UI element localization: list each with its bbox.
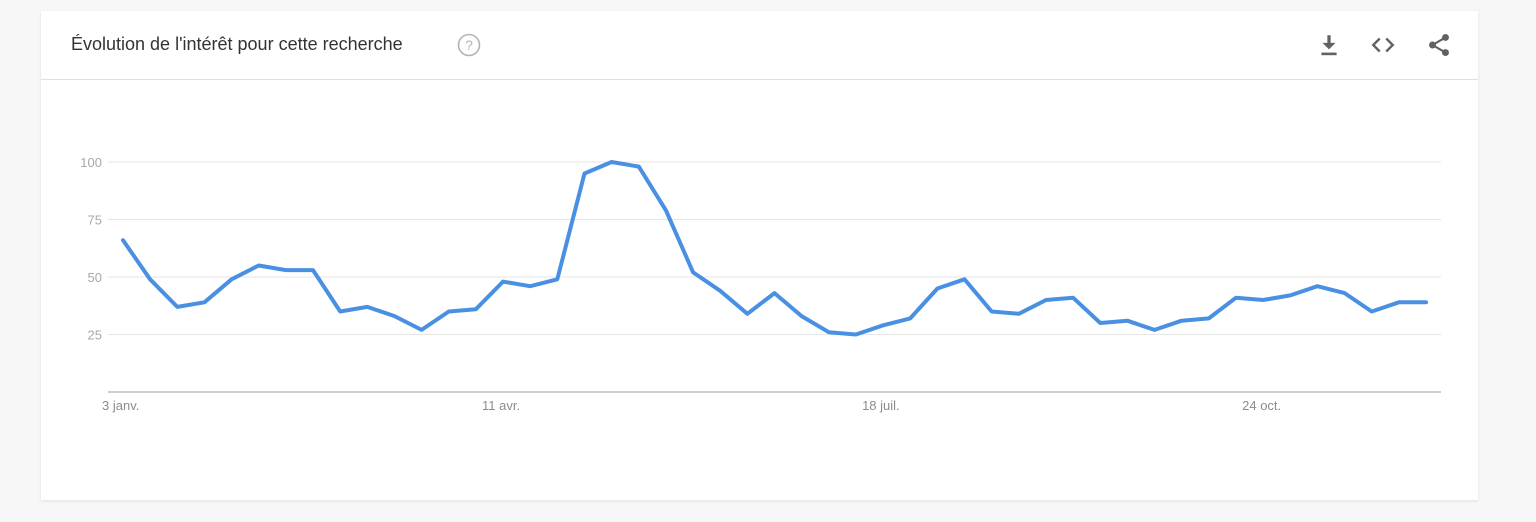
data-point (1207, 316, 1211, 320)
data-point (827, 330, 831, 334)
data-point (257, 264, 261, 268)
data-point (1017, 312, 1021, 316)
data-point (1098, 321, 1102, 325)
data-point (773, 291, 777, 295)
share-icon[interactable] (1426, 32, 1452, 58)
data-point (718, 289, 722, 293)
data-point (420, 328, 424, 332)
data-point (365, 305, 369, 309)
y-tick-label: 75 (88, 213, 102, 228)
data-point (392, 314, 396, 318)
data-point (990, 310, 994, 314)
data-point (284, 268, 288, 272)
svg-text:?: ? (465, 37, 473, 53)
y-tick-label: 100 (80, 155, 102, 170)
download-icon[interactable] (1316, 32, 1342, 58)
data-point (1234, 296, 1238, 300)
line-chart: 25 50 75 100 3 janv. 11 avr. 18 juil. 24 oct. (80, 155, 1441, 413)
data-point (121, 238, 125, 242)
data-point (1180, 319, 1184, 323)
data-point (447, 310, 451, 314)
data-point (338, 310, 342, 314)
data-point (1153, 328, 1157, 332)
card-title: Évolution de l'intérêt pour cette recher… (71, 34, 403, 54)
data-point (202, 300, 206, 304)
data-point (1044, 298, 1048, 302)
data-point (582, 172, 586, 176)
data-point (1315, 284, 1319, 288)
x-tick-label: 3 janv. (102, 398, 139, 413)
data-point (1343, 291, 1347, 295)
x-tick-label: 11 avr. (482, 398, 520, 413)
data-point (148, 277, 152, 281)
data-point (230, 277, 234, 281)
x-tick-label: 24 oct. (1242, 398, 1281, 413)
data-point (1071, 296, 1075, 300)
data-point (637, 165, 641, 169)
card-header: Évolution de l'intérêt pour cette recher… (41, 11, 1478, 80)
data-point (664, 208, 668, 212)
embed-code-icon[interactable] (1370, 32, 1396, 58)
data-point (1288, 293, 1292, 297)
data-point (908, 316, 912, 320)
data-point (1370, 310, 1374, 314)
data-point (474, 307, 478, 311)
data-point (745, 312, 749, 316)
data-point (1424, 300, 1428, 304)
data-point (555, 277, 559, 281)
y-tick-label: 25 (88, 328, 102, 343)
x-tick-label: 18 juil. (862, 398, 900, 413)
series-line (121, 160, 1428, 337)
data-point (1125, 319, 1129, 323)
data-point (501, 280, 505, 284)
data-point (528, 284, 532, 288)
data-point (963, 277, 967, 281)
data-point (935, 287, 939, 291)
data-point (691, 270, 695, 274)
data-point (1397, 300, 1401, 304)
data-point (800, 314, 804, 318)
help-circle-icon[interactable]: ? (457, 33, 481, 57)
interest-over-time-card: Évolution de l'intérêt pour cette recher… (41, 11, 1478, 500)
data-point (610, 160, 614, 164)
data-point (1261, 298, 1265, 302)
y-tick-label: 50 (88, 270, 102, 285)
data-point (854, 333, 858, 337)
data-point (311, 268, 315, 272)
data-point (175, 305, 179, 309)
data-point (881, 323, 885, 327)
